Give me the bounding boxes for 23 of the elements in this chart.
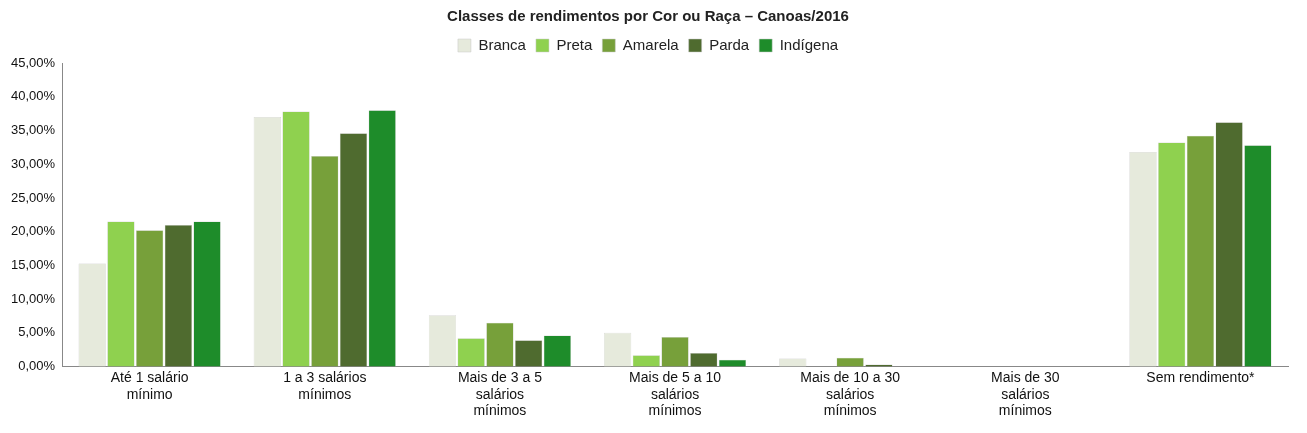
- y-tick-label: 5,00%: [18, 324, 56, 340]
- x-tick-label: Mais de 5 a 10 salários mínimos: [629, 368, 722, 419]
- legend-label: Amarela: [622, 35, 680, 53]
- x-tick-label: Mais de 30 salários mínimos: [991, 368, 1060, 419]
- y-tick-label: 45,00%: [11, 54, 56, 70]
- legend-label: Parda: [709, 35, 750, 53]
- y-tick-label: 40,00%: [11, 88, 56, 104]
- legend-label: Indígena: [779, 35, 839, 53]
- y-tick-label: 0,00%: [18, 358, 56, 374]
- x-tick-label: 1 a 3 salários mínimos: [283, 368, 367, 402]
- x-tick-label: Mais de 10 a 30 salários mínimos: [800, 368, 901, 419]
- y-tick-label: 20,00%: [11, 223, 56, 239]
- y-tick-label: 10,00%: [11, 290, 56, 306]
- y-tick-label: 15,00%: [11, 256, 56, 272]
- y-tick-label: 25,00%: [11, 189, 56, 205]
- y-tick-label: 35,00%: [11, 122, 56, 138]
- legend-label: Preta: [556, 35, 593, 53]
- x-tick-label: Sem rendimento*: [1146, 368, 1256, 385]
- chart-title: Classes de rendimentos por Cor ou Raça – Canoas/2016: [447, 7, 849, 25]
- y-tick-label: 30,00%: [11, 155, 56, 171]
- x-tick-label: Até 1 salário mínimo: [110, 368, 189, 402]
- legend-label: Branca: [478, 35, 527, 53]
- x-tick-label: Mais de 3 a 5 salários mínimos: [457, 368, 543, 419]
